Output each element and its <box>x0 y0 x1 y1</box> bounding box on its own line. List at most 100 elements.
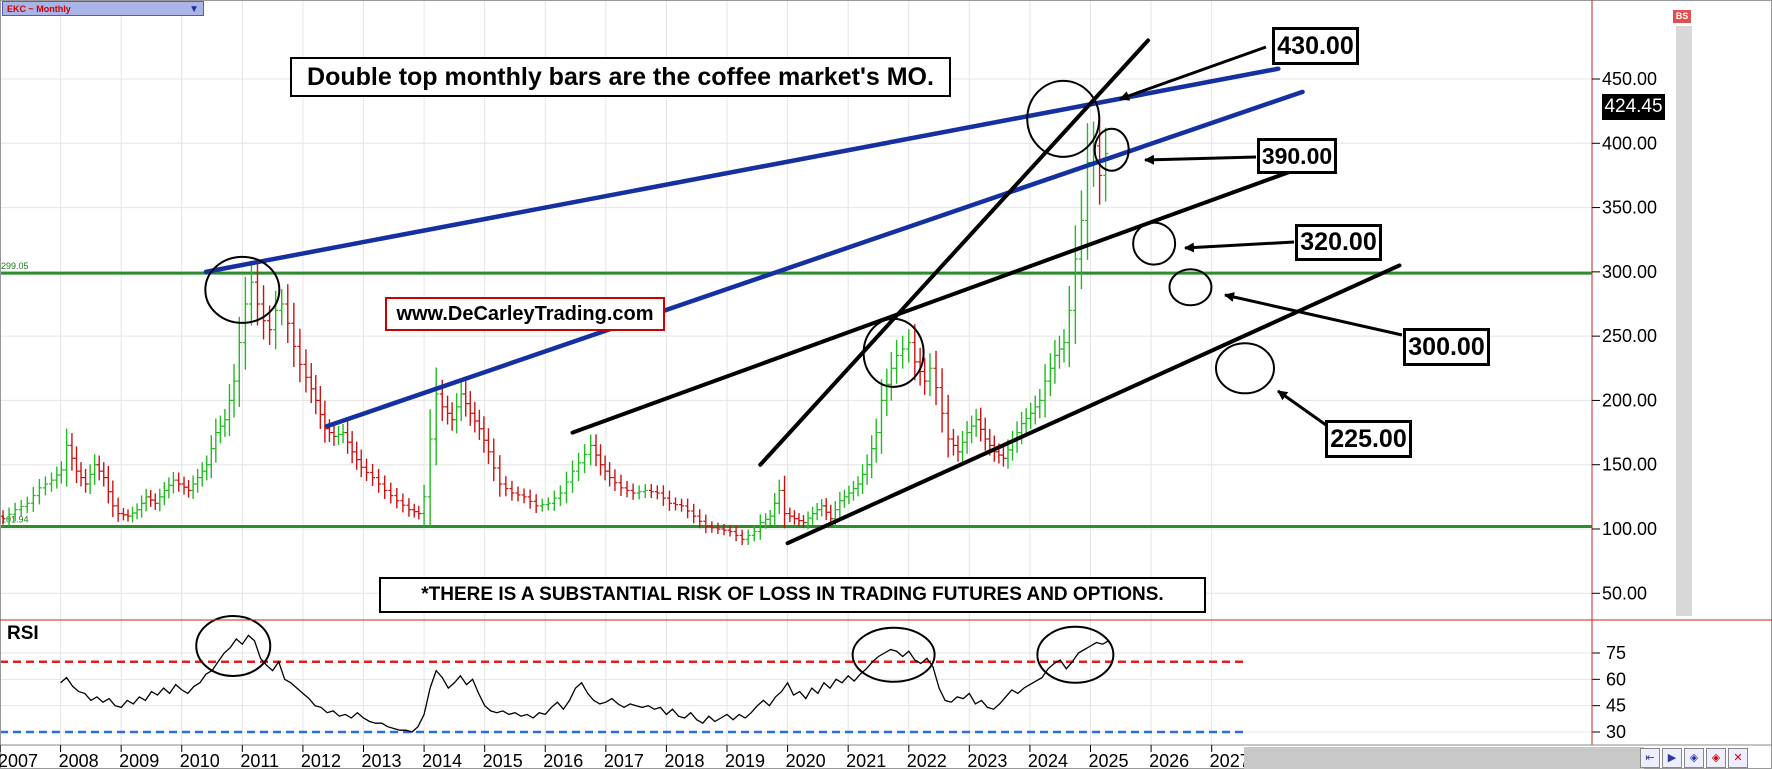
rsi-highlight-circle <box>1036 625 1115 684</box>
price-bar <box>195 468 201 493</box>
price-bar <box>254 260 260 326</box>
price-tick-label: 50.00 <box>1602 583 1647 603</box>
price-bar <box>476 409 482 440</box>
risk-disclaimer: *THERE IS A SUBSTANTIAL RISK OF LOSS IN … <box>379 577 1206 613</box>
price-bar <box>226 384 232 437</box>
price-bar <box>130 506 136 523</box>
price-tick-label: 300.00 <box>1602 262 1657 282</box>
price-bar <box>624 480 630 498</box>
last-price-tag: 424.45 <box>1602 94 1665 120</box>
price-bar <box>978 407 984 442</box>
price-bar <box>92 454 98 485</box>
vertical-scrollbar[interactable] <box>1676 26 1692 616</box>
price-bar <box>110 480 116 518</box>
price-bar <box>922 357 928 395</box>
price-bar <box>134 503 140 520</box>
price-bar <box>894 339 900 384</box>
highlight-circle <box>862 317 925 388</box>
price-bar <box>660 485 666 506</box>
price-bar <box>900 335 906 369</box>
year-tick-label: 2012 <box>301 751 341 769</box>
price-bar <box>161 482 167 506</box>
price-bar <box>105 465 111 504</box>
price-bar <box>416 505 422 520</box>
price-tick-label: 400.00 <box>1602 133 1657 153</box>
price-bar <box>36 478 42 505</box>
price-bar <box>533 494 539 514</box>
price-bar <box>1042 364 1048 418</box>
highlight-circle <box>1093 127 1130 172</box>
price-bar <box>791 510 797 525</box>
price-bar <box>261 285 267 340</box>
highlight-circle <box>1132 221 1177 266</box>
price-bar <box>782 475 788 529</box>
price-tick-label: 350.00 <box>1602 198 1657 218</box>
price-bar <box>1000 446 1006 467</box>
callout-arrow <box>1144 154 1257 165</box>
price-bar <box>143 488 149 512</box>
price-bar <box>231 364 237 418</box>
price-bar <box>467 391 473 426</box>
price-bar <box>273 290 279 350</box>
price-bar <box>630 483 636 500</box>
price-bar <box>709 521 715 533</box>
price-bar <box>199 462 205 487</box>
trendline-overlays <box>203 38 1402 546</box>
price-bar <box>654 485 660 500</box>
callout-arrow <box>1119 45 1267 101</box>
buy-sell-icon[interactable]: BS <box>1673 10 1691 23</box>
year-tick-label: 2016 <box>543 751 583 769</box>
price-bar <box>317 386 323 429</box>
year-tick-label: 2011 <box>240 751 279 769</box>
price-bar <box>58 461 64 484</box>
price-bar <box>1047 353 1053 397</box>
price-bar <box>509 480 515 501</box>
next-page-icon[interactable]: ▶ <box>1662 748 1682 768</box>
price-bar <box>308 363 314 404</box>
price-bar <box>400 493 406 513</box>
zoom-out-icon[interactable]: ◈ <box>1706 748 1726 768</box>
price-bar <box>855 476 861 497</box>
price-bar <box>819 499 825 517</box>
price-bar <box>739 529 745 546</box>
price-bar <box>485 428 491 464</box>
first-page-icon[interactable]: ⇤ <box>1640 748 1660 768</box>
price-bar <box>642 484 648 499</box>
close-icon[interactable]: ✕ <box>1728 748 1748 768</box>
year-tick-label: 2019 <box>725 751 765 769</box>
callout-arrow <box>1277 389 1327 427</box>
price-bar <box>376 468 382 493</box>
price-bar <box>170 471 176 494</box>
zoom-in-icon[interactable]: ◈ <box>1684 748 1704 768</box>
price-bar <box>982 417 988 451</box>
price-bar <box>864 454 870 485</box>
price-bar <box>912 324 918 381</box>
price-bar <box>960 430 966 464</box>
price-bar <box>873 418 879 463</box>
price-bar <box>515 486 521 502</box>
rsi-highlight-circle <box>851 626 936 683</box>
price-bar <box>618 474 624 496</box>
year-tick-label: 2025 <box>1089 751 1129 769</box>
price-bar <box>18 499 24 517</box>
callout-390: 390.00 <box>1257 138 1337 174</box>
price-tick-label: 250.00 <box>1602 326 1657 346</box>
symbol-dropdown[interactable]: EKC ~ Monthly ▼ <box>2 1 204 16</box>
price-bar <box>236 316 242 407</box>
price-bar <box>551 490 557 511</box>
year-tick-label: 2010 <box>180 751 220 769</box>
horizontal-scrollbar[interactable] <box>1244 747 1644 769</box>
price-bar <box>521 488 527 504</box>
rsi-line <box>60 634 1110 733</box>
price-bar <box>888 352 894 401</box>
price-bar <box>814 503 820 521</box>
price-bar <box>64 428 70 487</box>
price-bar <box>497 455 503 497</box>
price-bar <box>673 497 679 511</box>
price-bar <box>101 462 107 487</box>
price-bar <box>751 525 757 542</box>
year-tick-label: 2023 <box>967 751 1007 769</box>
chevron-down-icon[interactable]: ▼ <box>189 4 199 15</box>
price-bar <box>96 455 102 481</box>
rsi-highlight-circle <box>195 614 272 677</box>
